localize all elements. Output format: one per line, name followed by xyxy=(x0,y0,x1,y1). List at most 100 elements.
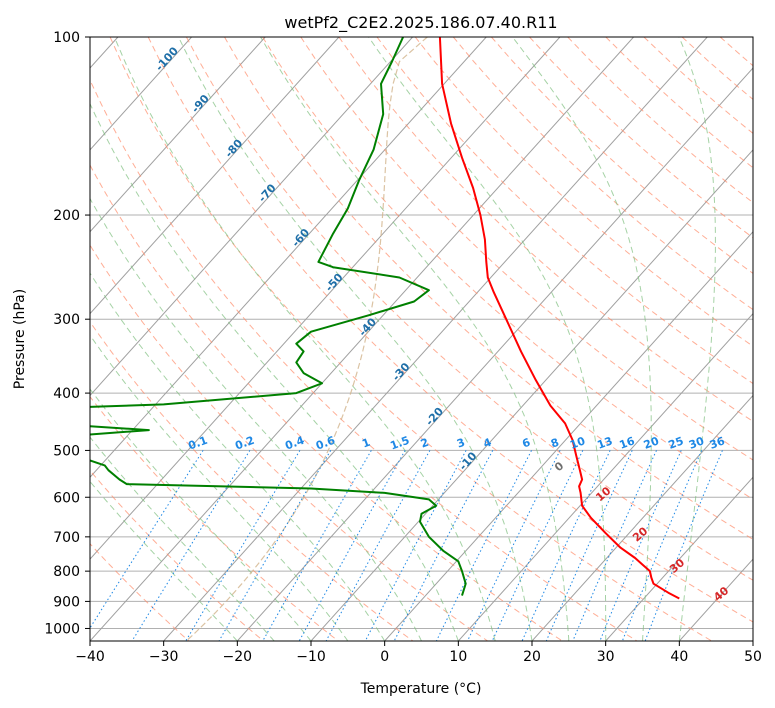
x-tick-label: 50 xyxy=(744,649,762,665)
dry-adiabat-line xyxy=(90,244,488,641)
sounding-lines xyxy=(90,37,680,600)
y-tick-label: 800 xyxy=(53,564,80,580)
mixing-ratio-label: 1 xyxy=(360,436,372,451)
x-tick-label: 30 xyxy=(597,649,615,665)
mixing-ratio-line xyxy=(644,450,723,641)
dry-adiabat-line xyxy=(262,37,753,500)
isotherm-label: -80 xyxy=(222,137,245,161)
x-tick-label: 40 xyxy=(670,649,688,665)
y-tick-label: 200 xyxy=(53,208,80,224)
mixing-ratio-line xyxy=(599,450,682,641)
mixing-ratio-line xyxy=(521,450,611,641)
moist-adiabat-line xyxy=(90,102,459,641)
mixing-ratio-label: 25 xyxy=(667,434,686,451)
mixing-ratio-label: 36 xyxy=(708,434,727,452)
isotherm-label: -30 xyxy=(390,360,413,384)
dry-adiabat-line xyxy=(643,37,753,134)
dewpoint-line xyxy=(90,37,430,408)
dry-adiabat-line xyxy=(224,37,753,540)
isotherm-line xyxy=(90,37,634,641)
dry-adiabat-line xyxy=(109,37,712,641)
isotherm-line xyxy=(531,394,753,641)
dry-adiabat-line xyxy=(90,543,190,641)
dry-adiabat-line xyxy=(719,37,753,67)
mixing-ratio-line xyxy=(325,450,431,641)
dry-adiabat-line xyxy=(414,37,753,347)
moist-adiabat-line xyxy=(113,37,496,641)
dry-adiabat-line xyxy=(567,37,753,204)
y-tick-label: 300 xyxy=(53,312,80,328)
mixing-ratio-line xyxy=(131,450,251,641)
moist-adiabat-line xyxy=(90,388,312,641)
adiabat-label: 0 xyxy=(552,459,566,474)
dry-adiabat-line xyxy=(338,37,753,423)
adiabat-label: 30 xyxy=(667,556,687,576)
moist-adiabat-line xyxy=(90,334,349,641)
moist-adiabat-line xyxy=(678,37,716,641)
chart-title: wetPf2_C2E2.2025.186.07.40.R11 xyxy=(284,13,557,33)
y-tick-label: 600 xyxy=(53,490,80,506)
dry-adiabat-line xyxy=(376,37,753,385)
isotherm-line xyxy=(90,37,340,315)
mixing-ratio-line xyxy=(185,450,301,641)
mixing-ratio-label: 4 xyxy=(482,436,494,451)
isotherm-label: -100 xyxy=(153,44,181,73)
isotherm-line xyxy=(310,149,753,641)
isotherm-line xyxy=(90,37,561,560)
dry-adiabat-line xyxy=(90,321,414,641)
mixing-ratio-line xyxy=(621,450,703,641)
y-axis-label: Pressure (hPa) xyxy=(12,289,28,389)
isotherm-label: -60 xyxy=(289,226,312,250)
moist-adiabat-line xyxy=(260,37,570,641)
mixing-ratio-line xyxy=(572,450,657,641)
mixing-ratio-label: 3 xyxy=(455,436,467,451)
ice-line xyxy=(185,37,428,641)
mixing-ratio-line xyxy=(364,450,467,641)
x-tick-label: −10 xyxy=(296,649,326,665)
mixing-ratio-line xyxy=(435,450,532,641)
isotherm-line xyxy=(90,37,266,233)
y-tick-label: 1000 xyxy=(44,621,80,637)
dry-adiabat-line xyxy=(147,37,753,623)
mixing-ratio-label: 13 xyxy=(595,434,614,451)
moist-adiabat-line xyxy=(178,37,533,641)
dry-adiabat-line xyxy=(185,37,753,581)
dry-adiabat-line xyxy=(491,37,753,275)
x-tick-label: 10 xyxy=(449,649,467,665)
moist-adiabat-line xyxy=(90,436,275,641)
mixing-ratio-label: 1.5 xyxy=(388,434,411,453)
isotherm-line xyxy=(384,230,753,641)
isotherm-label: -70 xyxy=(256,181,279,205)
isotherm-line xyxy=(752,640,753,641)
dewpoint-line xyxy=(90,425,150,436)
dry-adiabat-line xyxy=(90,78,638,641)
moist-adiabat-line xyxy=(368,37,607,641)
mixing-ratio-line xyxy=(262,450,372,641)
dry-adiabat-line xyxy=(758,37,775,641)
mixing-ratio-label: 8 xyxy=(549,436,561,451)
dry-adiabat-line xyxy=(529,37,753,239)
dry-adiabat-line xyxy=(300,37,753,461)
mixing-ratio-line xyxy=(298,450,406,641)
dry-adiabat-line xyxy=(605,37,753,169)
mixing-ratio-line xyxy=(467,450,561,641)
y-tick-label: 100 xyxy=(53,30,80,46)
dewpoint-line xyxy=(90,459,467,596)
y-tick-label: 700 xyxy=(53,530,80,546)
dry-adiabat-line xyxy=(681,37,753,101)
moist-adiabat-line xyxy=(90,480,238,641)
isotherm-label: -50 xyxy=(323,271,346,295)
mixing-ratio-label: 0.4 xyxy=(283,434,306,453)
plot-frame xyxy=(89,36,754,642)
mixing-ratio-label: 16 xyxy=(618,434,637,452)
isotherm-line xyxy=(90,37,413,397)
axes: −40 −30 −20 −10 0 10 20 30 40 5010020030040050060… xyxy=(44,30,762,665)
mixing-ratio-label: 30 xyxy=(687,434,706,452)
mixing-ratio-label: 10 xyxy=(568,434,587,452)
mixing-ratio-line xyxy=(393,450,494,641)
dry-adiabat-line xyxy=(90,164,563,641)
y-tick-label: 900 xyxy=(53,594,80,610)
isotherm-line xyxy=(678,558,753,641)
x-tick-label: 0 xyxy=(380,649,389,665)
